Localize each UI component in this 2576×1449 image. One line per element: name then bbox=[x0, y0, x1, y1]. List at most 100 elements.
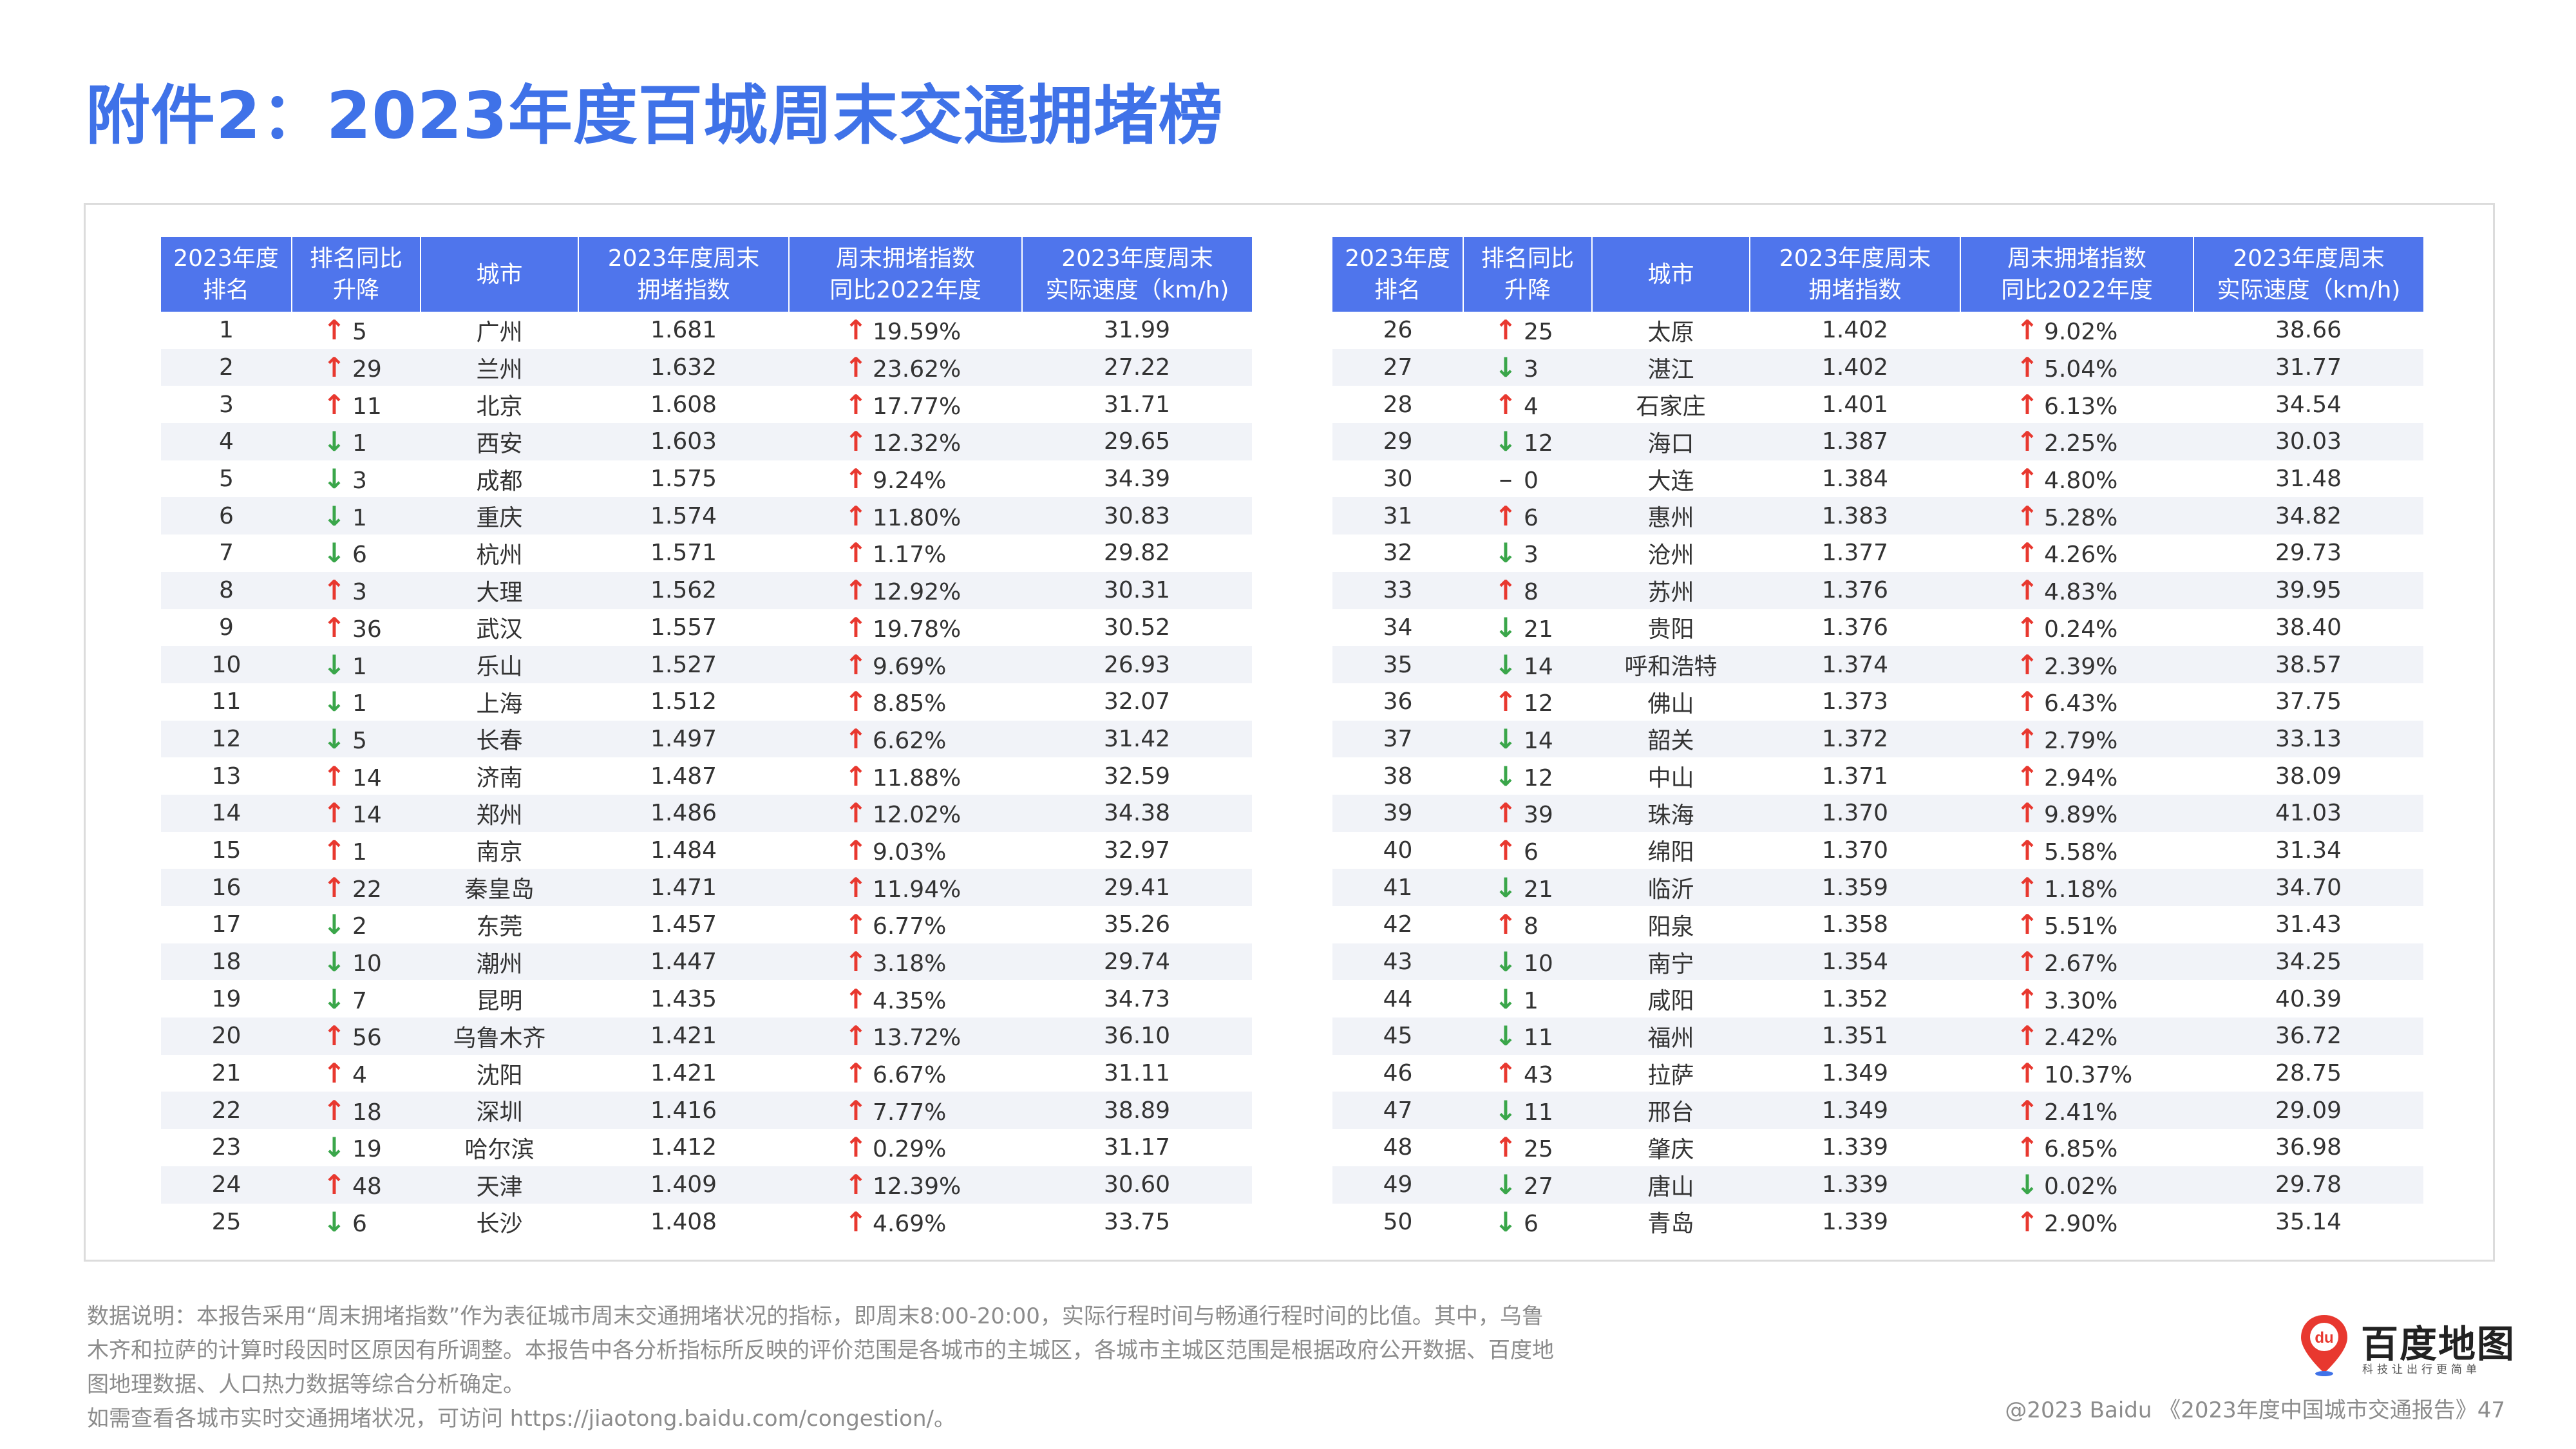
rank-cell: 22 bbox=[161, 1092, 292, 1130]
arrow-down-icon: ↓ bbox=[1494, 723, 1517, 755]
rank-cell: 9 bbox=[219, 614, 234, 641]
yoy-change-value: 11.88% bbox=[873, 764, 961, 791]
table-row: 9 ↑ 36 武汉 1.557 ↑ 19.78% 30.52 bbox=[161, 609, 1252, 647]
speed-cell: 30.31 bbox=[1022, 571, 1252, 609]
congestion-index-cell: 1.512 bbox=[650, 688, 717, 715]
city-cell: 阳泉 bbox=[1647, 913, 1694, 940]
city-cell: 乐山 bbox=[421, 646, 578, 683]
rank-cell: 41 bbox=[1332, 869, 1463, 906]
congestion-index-cell: 1.402 bbox=[1821, 317, 1889, 344]
yoy-change-cell: ↑ 2.42% bbox=[1960, 1018, 2193, 1055]
congestion-index-cell: 1.377 bbox=[1821, 540, 1889, 567]
arrow-up-icon: ↑ bbox=[323, 760, 346, 792]
speed-cell: 27.22 bbox=[1022, 348, 1252, 386]
city-cell: 秦皇岛 bbox=[421, 869, 578, 906]
yoy-change-value: 9.24% bbox=[873, 468, 947, 495]
rank-change-value: 29 bbox=[352, 356, 382, 383]
table-row: 30 –0 大连 1.384 ↑ 4.80% 31.48 bbox=[1332, 460, 2423, 498]
rank-cell: 42 bbox=[1383, 911, 1413, 938]
yoy-change-value: 9.89% bbox=[2044, 802, 2118, 829]
rank-cell: 7 bbox=[219, 540, 234, 567]
congestion-index-cell: 1.372 bbox=[1750, 720, 1960, 758]
arrow-down-icon: ↓ bbox=[323, 426, 346, 458]
arrow-up-icon: ↑ bbox=[2016, 537, 2039, 569]
table-row: 50 ↓ 6 青岛 1.339 ↑ 2.90% 35.14 bbox=[1332, 1204, 2423, 1241]
arrow-down-icon: ↓ bbox=[2016, 1169, 2039, 1201]
column-header-line: 城市 bbox=[1647, 261, 1694, 288]
arrow-up-icon: ↑ bbox=[844, 388, 867, 421]
yoy-change-value: 5.58% bbox=[2044, 838, 2118, 866]
city-cell: 拉萨 bbox=[1647, 1062, 1694, 1089]
rank-change-value: 3 bbox=[352, 579, 367, 606]
yoy-change-value: 1.18% bbox=[2044, 876, 2118, 903]
congestion-index-cell: 1.421 bbox=[650, 1060, 717, 1087]
yoy-change-value: 9.03% bbox=[873, 838, 947, 866]
column-header-line: 拥堵指数 bbox=[637, 277, 730, 303]
city-cell: 中山 bbox=[1647, 765, 1694, 792]
arrow-up-icon: ↑ bbox=[2016, 760, 2039, 792]
speed-cell: 29.73 bbox=[2275, 540, 2342, 567]
speed-cell: 29.82 bbox=[1103, 540, 1171, 567]
table-row: 3 ↑ 11 北京 1.608 ↑ 17.77% 31.71 bbox=[161, 386, 1252, 423]
yoy-change-cell: ↑ 6.43% bbox=[1960, 683, 2193, 721]
arrow-up-icon: ↑ bbox=[323, 1094, 346, 1126]
arrow-up-icon: ↑ bbox=[844, 352, 867, 384]
arrow-up-icon: ↑ bbox=[844, 686, 867, 718]
congestion-index-cell: 1.370 bbox=[1750, 794, 1960, 832]
speed-cell: 30.60 bbox=[1022, 1166, 1252, 1204]
table-row: 8 ↑ 3 大理 1.562 ↑ 12.92% 30.31 bbox=[161, 571, 1252, 609]
yoy-change-cell: ↑ 3.18% bbox=[789, 943, 1022, 981]
column-header-line: 周末拥堵指数 bbox=[835, 245, 975, 272]
arrow-up-icon: ↑ bbox=[2016, 463, 2039, 495]
rank-change-value: 1 bbox=[352, 430, 367, 457]
rank-cell: 23 bbox=[211, 1134, 242, 1161]
arrow-down-icon: ↓ bbox=[323, 1206, 346, 1238]
rank-change-value: 4 bbox=[1524, 393, 1539, 420]
city-cell: 惠州 bbox=[1592, 497, 1750, 535]
rank-change-value: 11 bbox=[1524, 1025, 1553, 1052]
arrow-up-icon: ↑ bbox=[844, 834, 867, 866]
table-row: 26 ↑ 25 太原 1.402 ↑ 9.02% 38.66 bbox=[1332, 312, 2423, 349]
congestion-index-cell: 1.487 bbox=[650, 762, 717, 790]
column-header-line: 城市 bbox=[476, 261, 523, 288]
rank-change-cell: ↓ 6 bbox=[292, 1204, 421, 1241]
arrow-up-icon: ↑ bbox=[323, 611, 346, 643]
rank-cell: 28 bbox=[1383, 391, 1413, 418]
rank-cell: 6 bbox=[161, 497, 292, 535]
congestion-index-cell: 1.557 bbox=[650, 614, 717, 641]
arrow-down-icon: ↓ bbox=[1494, 983, 1517, 1015]
city-cell: 肇庆 bbox=[1647, 1136, 1694, 1163]
speed-cell: 38.89 bbox=[1022, 1092, 1252, 1130]
yoy-change-cell: ↑ 4.35% bbox=[789, 980, 1022, 1018]
arrow-up-icon: ↑ bbox=[844, 649, 867, 681]
rank-cell: 19 bbox=[211, 985, 242, 1012]
yoy-change-cell: ↑ 9.03% bbox=[789, 832, 1022, 869]
arrow-up-icon: ↑ bbox=[1494, 500, 1517, 532]
rank-change-cell: ↑ 4 bbox=[292, 1055, 421, 1092]
table-row: 7 ↓ 6 杭州 1.571 ↑ 1.17% 29.82 bbox=[161, 535, 1252, 572]
column-header-line: 排名同比 bbox=[1481, 245, 1574, 272]
table-row: 27 ↓ 3 湛江 1.402 ↑ 5.04% 31.77 bbox=[1332, 348, 2423, 386]
column-header-line: 2023年度 bbox=[173, 245, 279, 272]
rank-change-cell: –0 bbox=[1463, 460, 1592, 498]
logo-name: 百度地图 bbox=[2361, 1322, 2516, 1366]
city-cell: 沧州 bbox=[1647, 542, 1694, 569]
yoy-change-value: 0.02% bbox=[2044, 1173, 2118, 1200]
arrow-up-icon: ↑ bbox=[323, 1057, 346, 1090]
rank-change-cell: ↓ 5 bbox=[292, 720, 421, 758]
city-cell: 唐山 bbox=[1592, 1166, 1750, 1204]
yoy-change-value: 0.29% bbox=[873, 1136, 947, 1163]
yoy-change-value: 12.92% bbox=[873, 579, 961, 606]
rank-change-value: 14 bbox=[352, 802, 382, 829]
rank-cell: 3 bbox=[219, 391, 234, 418]
yoy-change-value: 6.43% bbox=[2044, 690, 2118, 717]
congestion-index-cell: 1.358 bbox=[1821, 911, 1889, 938]
rank-change-value: 25 bbox=[1524, 319, 1553, 346]
rank-change-cell: ↑ 25 bbox=[1463, 1129, 1592, 1166]
table-header-row: 2023年度 排名 排名同比 升降 城市 2023年度周末 拥堵指数 周末拥堵指数 同比2022… bbox=[161, 237, 1252, 312]
rank-cell: 27 bbox=[1332, 348, 1463, 386]
rank-change-cell: ↓ 11 bbox=[1463, 1018, 1592, 1055]
column-header: 排名同比 升降 bbox=[292, 237, 421, 312]
arrow-up-icon: ↑ bbox=[2016, 871, 2039, 904]
footnote-line: 数据说明：本报告采用“周末拥堵指数”作为表征城市周末交通拥堵状况的指标，即周末8… bbox=[87, 1303, 1544, 1329]
